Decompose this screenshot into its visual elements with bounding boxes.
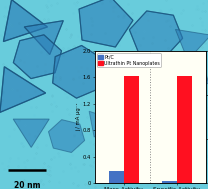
Polygon shape [89,111,116,137]
Bar [162,181,177,183]
Polygon shape [13,35,62,79]
Polygon shape [53,46,105,98]
Polygon shape [48,120,85,153]
Bar [177,76,192,183]
Legend: Pt/C, Ultrathin Pt Nanoplates: Pt/C, Ultrathin Pt Nanoplates [97,53,161,67]
Polygon shape [165,58,208,96]
Polygon shape [79,0,133,47]
Polygon shape [119,61,157,96]
Polygon shape [129,11,183,57]
Bar [124,76,139,183]
Polygon shape [13,119,49,147]
Polygon shape [0,67,46,112]
Bar [109,171,124,183]
Text: 20 nm: 20 nm [14,181,40,189]
Y-axis label: j / mA μg⁻¹: j / mA μg⁻¹ [76,103,81,131]
Polygon shape [3,0,47,42]
Polygon shape [175,29,208,60]
Polygon shape [24,21,63,54]
